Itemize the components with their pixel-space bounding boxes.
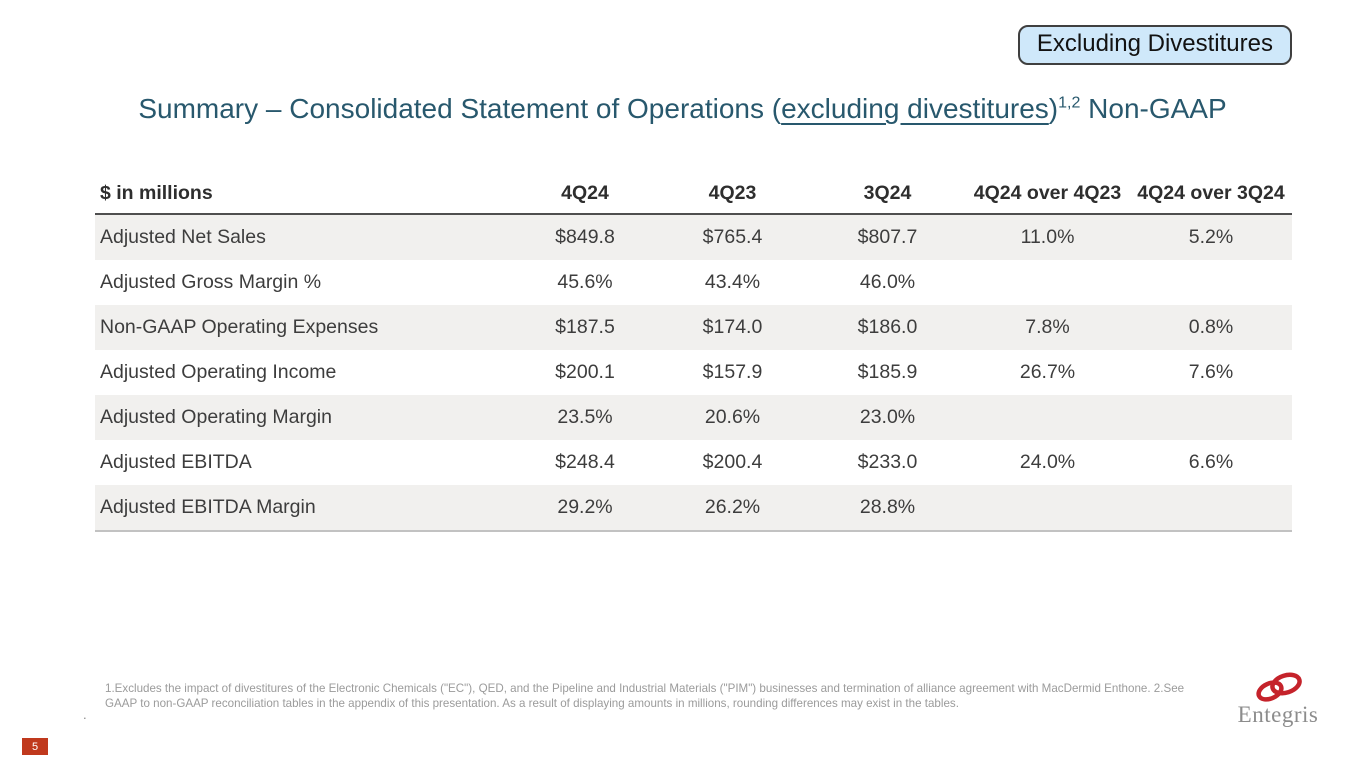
column-header-4q24-over-3q24: 4Q24 over 3Q24 bbox=[1130, 180, 1292, 215]
row-label: Adjusted Net Sales bbox=[100, 226, 266, 248]
header-row: $ in millions 4Q24 4Q23 3Q24 4Q24 over 4… bbox=[95, 180, 1292, 215]
title-prefix: Summary – Consolidated Statement of Oper… bbox=[138, 93, 782, 124]
title-close-paren: ) bbox=[1048, 93, 1059, 124]
table-cell: $157.9 bbox=[702, 361, 763, 383]
title-footnote-superscript: 1,2 bbox=[1058, 94, 1081, 112]
table-row-adjusted-net-sales: Adjusted Net Sales $849.8 $765.4 $807.7 … bbox=[95, 214, 1292, 260]
footnote-text: 1.Excludes the impact of divestitures of… bbox=[105, 682, 1185, 710]
row-label: Adjusted Gross Margin % bbox=[100, 271, 322, 293]
row-label: Adjusted Operating Income bbox=[100, 361, 337, 383]
table-row-adjusted-ebitda-margin: Adjusted EBITDA Margin 29.2% 26.2% 28.8% bbox=[95, 485, 1292, 532]
table-cell: 11.0% bbox=[1020, 226, 1075, 248]
row-label: Adjusted EBITDA Margin bbox=[95, 485, 515, 532]
table-cell: 20.6% bbox=[704, 406, 761, 428]
table-row-adjusted-operating-income: Adjusted Operating Income $200.1 $157.9 … bbox=[95, 350, 1292, 395]
table-cell: 46.0% bbox=[859, 271, 916, 293]
table-cell: $807.7 bbox=[857, 226, 918, 248]
table-cell bbox=[1130, 395, 1292, 440]
row-label: Adjusted Operating Margin bbox=[100, 406, 332, 428]
column-header-3q24: 3Q24 bbox=[810, 180, 965, 215]
table-cell bbox=[1130, 485, 1292, 532]
table-cell: 6.6% bbox=[1188, 451, 1234, 473]
column-header-4q24: 4Q24 bbox=[515, 180, 655, 215]
table-cell: 28.8% bbox=[810, 485, 965, 532]
table-cell: $185.9 bbox=[857, 361, 918, 383]
table-cell: 26.2% bbox=[655, 485, 810, 532]
table-cell: 23.0% bbox=[859, 406, 916, 428]
table-cell bbox=[965, 395, 1130, 440]
table-cell bbox=[1130, 260, 1292, 305]
table-cell: $200.4 bbox=[702, 451, 763, 473]
table-cell: 7.6% bbox=[1188, 361, 1234, 383]
table-cell: $187.5 bbox=[555, 316, 615, 338]
stray-dot: . bbox=[83, 707, 87, 722]
table-row-adjusted-operating-margin: Adjusted Operating Margin 23.5% 20.6% 23… bbox=[95, 395, 1292, 440]
table-cell: 23.5% bbox=[557, 406, 613, 428]
table-cell: $765.4 bbox=[702, 226, 763, 248]
column-header-4q23: 4Q23 bbox=[655, 180, 810, 215]
page-number-badge: 5 bbox=[22, 738, 48, 755]
table-cell bbox=[965, 260, 1130, 305]
table-cell: 24.0% bbox=[1019, 451, 1076, 473]
financial-table: $ in millions 4Q24 4Q23 3Q24 4Q24 over 4… bbox=[95, 180, 1292, 532]
table-cell: $248.4 bbox=[555, 451, 615, 473]
table-cell: 5.2% bbox=[1188, 226, 1234, 248]
column-header-metric: $ in millions bbox=[95, 180, 515, 215]
table-cell: $200.1 bbox=[555, 361, 615, 383]
table-cell: $186.0 bbox=[857, 316, 918, 338]
title-suffix: Non-GAAP bbox=[1080, 93, 1227, 124]
page-title: Summary – Consolidated Statement of Oper… bbox=[0, 93, 1365, 125]
table-cell: 7.8% bbox=[1025, 316, 1070, 338]
table-cell: $174.0 bbox=[702, 316, 763, 338]
table-cell: $849.8 bbox=[555, 226, 615, 248]
table-row-adjusted-ebitda: Adjusted EBITDA $248.4 $200.4 $233.0 24.… bbox=[95, 440, 1292, 485]
row-label: Adjusted EBITDA bbox=[100, 451, 252, 473]
column-header-4q24-over-4q23: 4Q24 over 4Q23 bbox=[965, 180, 1130, 215]
table-row-non-gaap-operating-expenses: Non-GAAP Operating Expenses $187.5 $174.… bbox=[95, 305, 1292, 350]
row-label: Non-GAAP Operating Expenses bbox=[100, 316, 379, 338]
title-underlined-phrase: excluding divestitures bbox=[781, 93, 1049, 124]
table-cell: 0.8% bbox=[1188, 316, 1234, 338]
table-cell: 29.2% bbox=[515, 485, 655, 532]
entegris-rings-icon bbox=[1256, 672, 1302, 702]
entegris-wordmark: Entegris bbox=[1237, 702, 1319, 727]
table-cell: 43.4% bbox=[704, 271, 761, 293]
table-cell: 45.6% bbox=[557, 271, 613, 293]
table-row-adjusted-gross-margin: Adjusted Gross Margin % 45.6% 43.4% 46.0… bbox=[95, 260, 1292, 305]
excluding-divestitures-badge: Excluding Divestitures bbox=[1017, 25, 1292, 65]
table-cell bbox=[965, 485, 1130, 532]
table-cell: $233.0 bbox=[857, 451, 918, 473]
entegris-logo: Entegris bbox=[1236, 672, 1320, 728]
table-cell: 26.7% bbox=[1019, 361, 1076, 383]
financial-table-container: $ in millions 4Q24 4Q23 3Q24 4Q24 over 4… bbox=[95, 180, 1292, 532]
